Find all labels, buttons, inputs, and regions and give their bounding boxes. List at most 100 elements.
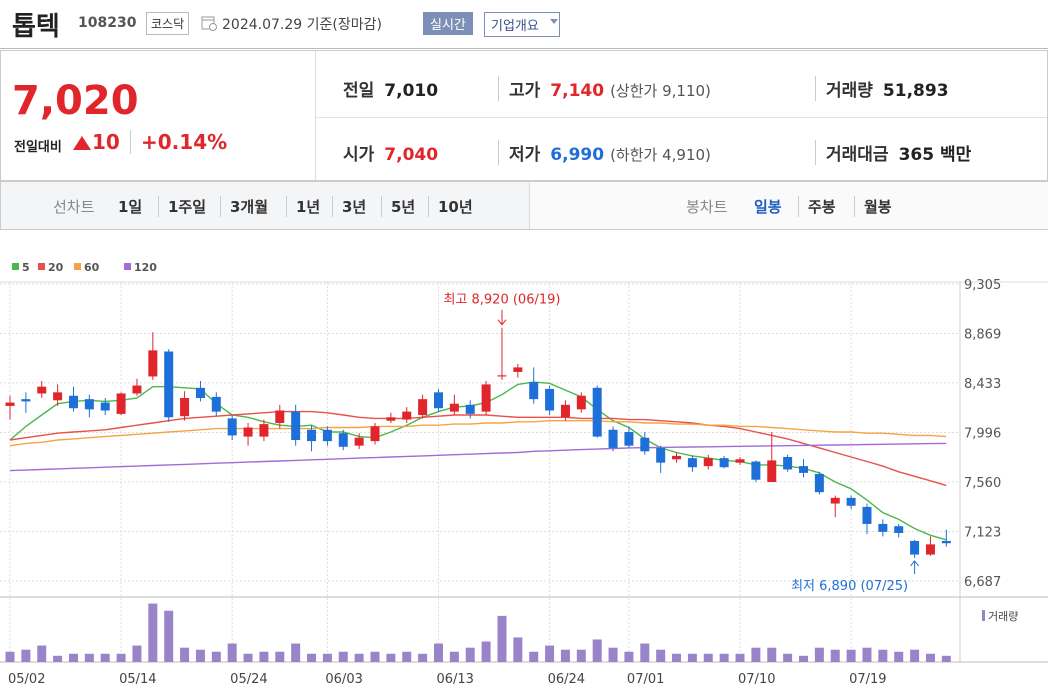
candle-body xyxy=(338,433,348,447)
volume-bar xyxy=(878,649,888,662)
tab[interactable]: 1주일 xyxy=(158,196,206,217)
volume-bar xyxy=(180,647,190,662)
volume-bar xyxy=(100,653,110,662)
candle-body xyxy=(386,417,396,421)
stat: 거래대금 365 백만 xyxy=(815,140,971,165)
tab-bar-right xyxy=(529,182,1048,229)
volume-bar xyxy=(814,647,824,662)
ma-line xyxy=(9,442,947,472)
candle-body xyxy=(449,403,459,412)
tab[interactable]: 10년 xyxy=(428,196,473,217)
company-button[interactable]: 기업개요 xyxy=(484,12,560,37)
current-price: 7,020 xyxy=(12,78,139,124)
volume-bar xyxy=(608,647,618,662)
x-tick-label: 05/24 xyxy=(230,672,267,687)
candle-body xyxy=(799,466,808,473)
stat-value: 7,010 xyxy=(384,81,439,101)
stat: 저가 6,990 (하한가 4,910) xyxy=(498,140,711,165)
candle-body xyxy=(100,402,110,411)
tab[interactable]: 월봉 xyxy=(854,196,892,217)
ma-line xyxy=(9,381,947,541)
volume-bar xyxy=(53,655,63,662)
candle-body xyxy=(37,386,47,394)
legend-label: 20 xyxy=(48,261,64,274)
volume-bar xyxy=(307,653,317,662)
tab[interactable]: 1년 xyxy=(286,196,320,217)
ma-line xyxy=(9,420,947,447)
change-label: 전일대비 xyxy=(14,140,62,155)
legend-swatch xyxy=(124,263,131,270)
stat-value: 6,990 xyxy=(550,145,605,165)
tab[interactable]: 3년 xyxy=(332,196,366,217)
candle-body xyxy=(84,399,94,410)
candle-body xyxy=(53,392,63,401)
candle-body xyxy=(243,427,253,437)
volume-bar xyxy=(465,647,475,662)
candle-body xyxy=(227,418,237,436)
stat-note: (상한가 9,110) xyxy=(610,82,711,100)
tab[interactable]: 주봉 xyxy=(798,196,836,217)
volume-bar xyxy=(830,649,840,662)
candle-body xyxy=(180,398,190,417)
annotation-arrowhead xyxy=(910,560,919,567)
change-percent: +0.14% xyxy=(130,130,227,154)
volume-bar xyxy=(497,615,507,662)
volume-bar xyxy=(21,649,31,662)
volume-bar xyxy=(259,651,269,662)
stat-note: (하한가 4,910) xyxy=(610,146,711,164)
candle-body xyxy=(830,497,840,504)
x-tick-label: 07/01 xyxy=(627,672,664,687)
dropdown-arrow xyxy=(550,19,558,24)
volume-bar xyxy=(402,651,412,662)
volume-bar xyxy=(703,653,713,662)
chart: 9,305 8,869 8,433 7,996 7,560 7,123 6,687 05/02… xyxy=(0,261,1048,687)
candle-body xyxy=(5,402,15,406)
candle-body xyxy=(259,424,269,437)
tab[interactable]: 5년 xyxy=(381,196,415,217)
candle-body xyxy=(370,426,380,442)
annotation-arrowhead xyxy=(497,319,507,326)
stat-value: 7,140 xyxy=(550,81,605,101)
stat-value: 365 백만 xyxy=(898,145,972,165)
tab[interactable]: 1일 xyxy=(118,198,143,216)
candle-body xyxy=(195,387,205,399)
legend-swatch xyxy=(38,263,45,270)
stat-label: 거래대금 xyxy=(826,145,889,165)
base-date: 2024.07.29 기준(장마감) xyxy=(222,17,382,33)
candle-body xyxy=(687,458,697,468)
volume-bar xyxy=(576,649,586,662)
volume-bar xyxy=(799,655,808,662)
x-tick-label: 05/02 xyxy=(8,672,45,687)
candle-body xyxy=(529,382,539,400)
volume-bar xyxy=(481,641,491,662)
volume-bar xyxy=(132,645,142,662)
candle-body xyxy=(656,447,666,463)
tab[interactable]: 일봉 xyxy=(754,198,782,216)
low-annotation: 최저 6,890 (07/25) xyxy=(791,579,908,594)
up-triangle xyxy=(73,136,91,150)
candle-body xyxy=(418,399,428,416)
candle-body xyxy=(735,459,745,463)
volume-bar xyxy=(211,651,221,662)
candle-body xyxy=(68,395,78,409)
volume-bar xyxy=(767,647,777,662)
stat-value: 51,893 xyxy=(882,81,949,101)
volume-legend-label: 거래량 xyxy=(988,610,1018,623)
volume-bar xyxy=(433,643,443,662)
volume-legend-swatch xyxy=(982,610,985,621)
tab-group-label: 선차트 xyxy=(53,198,95,216)
candle-body xyxy=(624,432,634,446)
volume-bar xyxy=(5,651,15,662)
tab[interactable]: 3개월 xyxy=(220,196,268,217)
stat: 고가 7,140 (상한가 9,110) xyxy=(498,76,711,101)
volume-bar xyxy=(751,647,761,662)
x-tick-label: 06/13 xyxy=(436,672,473,687)
realtime-button[interactable]: 실시간 xyxy=(423,12,473,35)
candle-body xyxy=(307,429,317,442)
volume-bar xyxy=(624,651,634,662)
candle-body xyxy=(545,388,555,411)
candle-body xyxy=(941,540,951,544)
candle-body xyxy=(148,350,158,377)
candle-body xyxy=(354,437,364,446)
stat-label: 저가 xyxy=(509,145,541,165)
